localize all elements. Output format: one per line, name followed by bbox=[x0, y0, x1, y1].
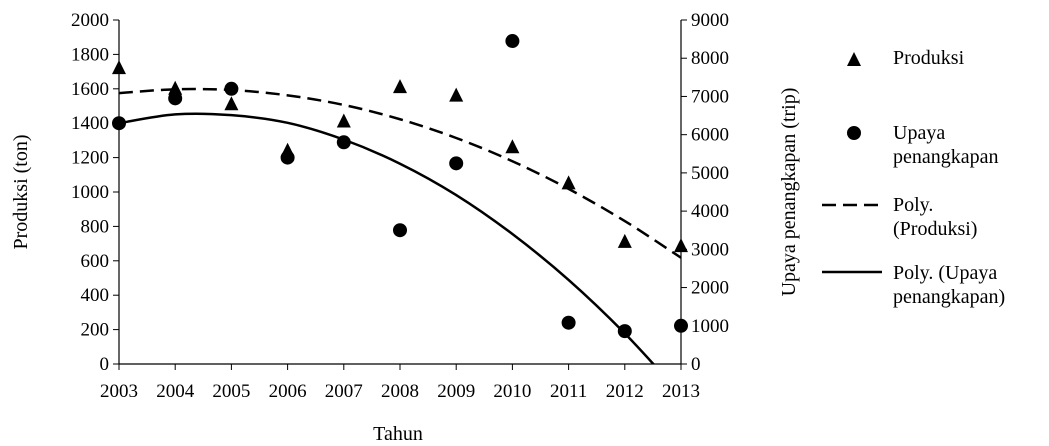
produksi-point bbox=[224, 96, 239, 111]
legend-circle-marker bbox=[847, 126, 861, 140]
legend-label-poly-upaya-line1: Poly. (Upaya bbox=[893, 262, 997, 284]
y2-tick-label: 2000 bbox=[691, 278, 729, 299]
legend: Produksi Upaya penangkapan Poly. (Produk… bbox=[822, 47, 1005, 308]
produksi-point bbox=[505, 139, 520, 154]
y-axis-ticks: 0 200 400 600 800 1000 1200 1400 1600 1800 2000 bbox=[71, 10, 119, 375]
y2-tick-label: 9000 bbox=[691, 10, 729, 31]
y-tick-label: 1000 bbox=[71, 182, 109, 203]
produksi-point bbox=[168, 80, 183, 95]
y-tick-label: 200 bbox=[81, 320, 110, 341]
legend-label-upaya: Upaya penangkapan bbox=[893, 122, 999, 168]
x-tick-label: 2003 bbox=[100, 381, 138, 402]
upaya-point bbox=[505, 34, 520, 49]
y2-tick-label: 1000 bbox=[691, 316, 729, 337]
produksi-point bbox=[336, 113, 351, 128]
y2-tick-label: 4000 bbox=[691, 201, 729, 222]
y-tick-label: 1800 bbox=[71, 44, 109, 65]
y-tick-label: 0 bbox=[100, 354, 110, 375]
produksi-point bbox=[112, 60, 126, 75]
y2-tick-label: 0 bbox=[691, 354, 701, 375]
y-tick-label: 1200 bbox=[71, 148, 109, 169]
legend-item-produksi: Produksi bbox=[847, 47, 965, 69]
x-tick-label: 2008 bbox=[381, 381, 419, 402]
trendlines bbox=[119, 87, 681, 364]
legend-label-poly-produksi: Poly. (Produksi) bbox=[893, 194, 977, 240]
trendline-upaya bbox=[119, 112, 656, 364]
legend-label-upaya-line2: penangkapan bbox=[893, 146, 999, 168]
legend-label-poly-upaya-line2: penangkapan) bbox=[893, 286, 1005, 308]
upaya-point bbox=[336, 135, 351, 150]
y2-tick-label: 8000 bbox=[691, 48, 729, 69]
y-tick-label: 1400 bbox=[71, 113, 109, 134]
upaya-point bbox=[393, 223, 407, 238]
x-tick-label: 2011 bbox=[550, 381, 587, 402]
axes bbox=[118, 20, 682, 365]
upaya-point bbox=[449, 156, 464, 171]
x-tick-label: 2013 bbox=[662, 381, 700, 402]
produksi-point bbox=[674, 238, 688, 253]
upaya-point bbox=[617, 324, 632, 339]
x-tick-label: 2012 bbox=[606, 381, 644, 402]
legend-item-poly-upaya: Poly. (Upaya penangkapan) bbox=[822, 262, 1005, 308]
x-tick-label: 2009 bbox=[437, 381, 475, 402]
produksi-point bbox=[617, 233, 632, 248]
y-tick-label: 1600 bbox=[71, 79, 109, 100]
produksi-point bbox=[393, 79, 407, 94]
trendline-produksi bbox=[119, 87, 681, 259]
legend-triangle-marker bbox=[847, 52, 861, 66]
y2-tick-label: 6000 bbox=[691, 125, 729, 146]
y-tick-label: 600 bbox=[81, 251, 110, 272]
legend-item-upaya: Upaya penangkapan bbox=[847, 122, 999, 168]
x-tick-label: 2006 bbox=[269, 381, 307, 402]
y-axis-title: Produksi (ton) bbox=[10, 135, 32, 250]
upaya-point bbox=[280, 150, 295, 165]
y2-tick-label: 3000 bbox=[691, 239, 729, 260]
legend-label-poly-upaya: Poly. (Upaya penangkapan) bbox=[893, 262, 1005, 308]
upaya-point bbox=[168, 91, 183, 106]
legend-label-poly-produksi-line2: (Produksi) bbox=[893, 218, 977, 240]
legend-label-produksi: Produksi bbox=[893, 47, 965, 69]
produksi-point bbox=[561, 175, 576, 190]
upaya-point bbox=[224, 81, 239, 96]
x-tick-label: 2010 bbox=[493, 381, 531, 402]
x-axis-title: Tahun bbox=[373, 423, 423, 445]
y2-tick-label: 5000 bbox=[691, 163, 729, 184]
y2-tick-label: 7000 bbox=[691, 86, 729, 107]
legend-label-upaya-line1: Upaya bbox=[893, 122, 945, 144]
x-axis-ticks: 2003 2004 2005 2006 2007 2008 2009 2010 2011 2012… bbox=[100, 364, 700, 402]
y2-axis-title: Upaya penangkapan (trip) bbox=[778, 88, 800, 297]
y2-axis-ticks: 0 1000 2000 3000 4000 5000 6000 7000 8000 9000 bbox=[681, 10, 729, 375]
y-tick-label: 2000 bbox=[71, 10, 109, 31]
legend-label-poly-produksi-line1: Poly. bbox=[893, 194, 933, 216]
data-points bbox=[112, 34, 688, 339]
upaya-point bbox=[561, 315, 576, 330]
y-tick-label: 400 bbox=[81, 285, 110, 306]
x-tick-label: 2004 bbox=[156, 381, 195, 402]
y-tick-label: 800 bbox=[81, 216, 110, 237]
legend-item-poly-produksi: Poly. (Produksi) bbox=[822, 194, 977, 240]
x-tick-label: 2007 bbox=[325, 381, 363, 402]
x-tick-label: 2005 bbox=[212, 381, 250, 402]
produksi-point bbox=[449, 87, 464, 102]
